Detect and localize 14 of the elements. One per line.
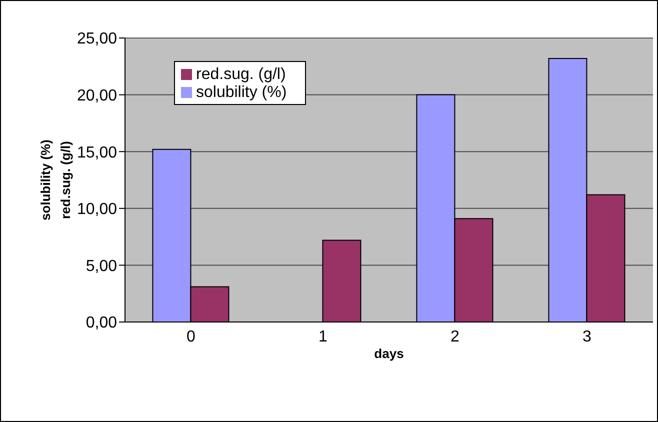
- y-tick-label: 10,00: [76, 201, 118, 218]
- x-tick-label: 0: [186, 328, 196, 346]
- x-tick-label: 2: [450, 328, 460, 346]
- x-axis-title: days: [374, 346, 404, 361]
- y-tick-label: 20,00: [76, 87, 118, 104]
- y-tick-label: 0,00: [86, 314, 118, 332]
- y-tick-label: 5,00: [86, 258, 118, 275]
- y-tick-label: 15,00: [76, 144, 118, 162]
- y-axis-title: solubility (%) red.sug. (g/l): [38, 140, 73, 220]
- legend-label: solubility (%): [196, 84, 287, 101]
- legend-label: red.sug. (g/l): [196, 66, 286, 83]
- y-tick-label: 25,00: [76, 30, 118, 48]
- x-tick-label: 3: [582, 328, 592, 346]
- x-tick-label: 1: [318, 328, 328, 346]
